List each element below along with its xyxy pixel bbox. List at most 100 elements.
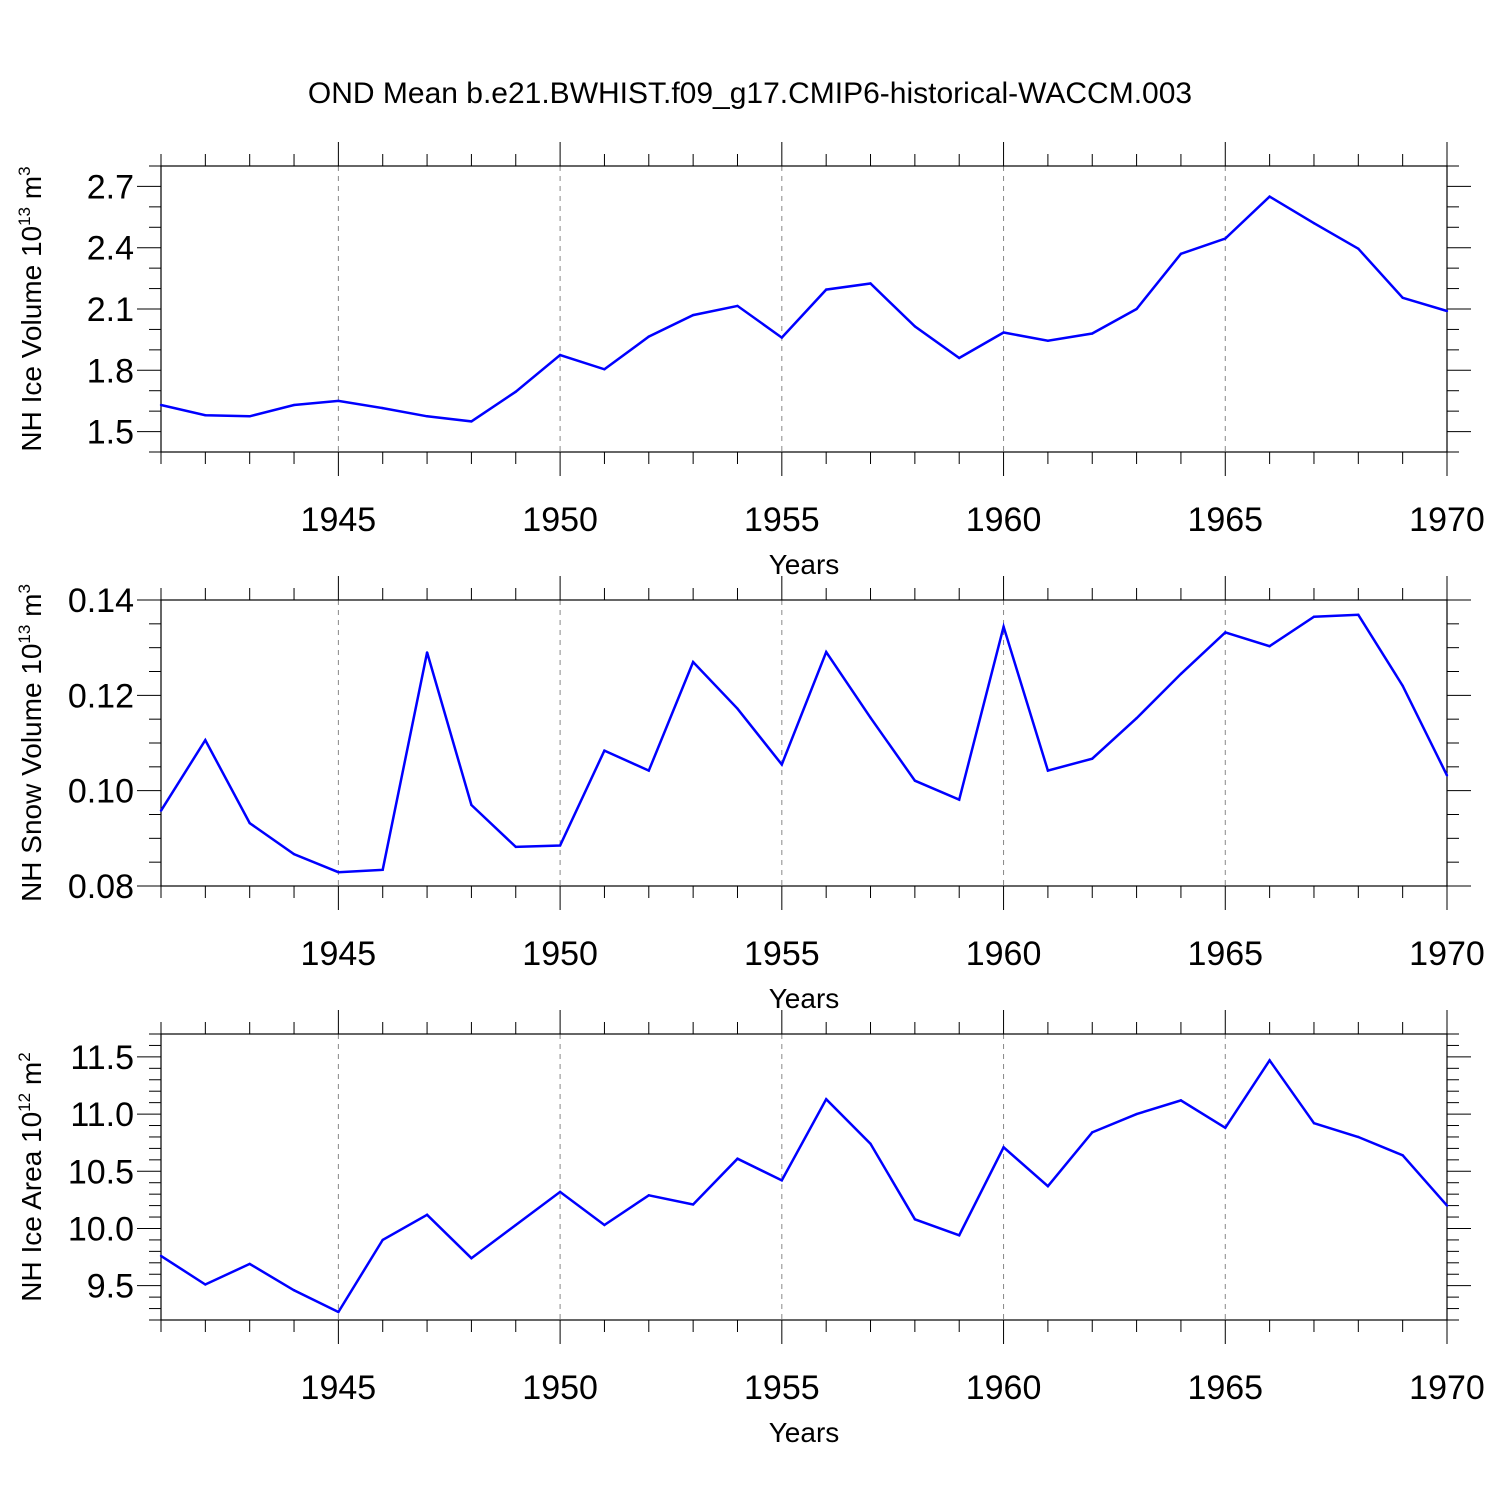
data-point [1357,247,1360,250]
x-tick-label: 1965 [1187,501,1263,539]
y-axis-label-part: m [16,176,47,207]
y-axis-label-part: 12 [15,1093,34,1112]
data-point [913,779,917,782]
data-point [603,749,606,752]
data-point [1091,332,1094,335]
y-axis-label-part: NH Ice Volume 10 [16,226,47,452]
data-point [1091,1131,1094,1134]
data-point [1401,1154,1404,1157]
y-tick-label: 2.1 [87,291,134,329]
data-point [558,844,562,847]
data-point [1401,684,1404,687]
data-point [381,1238,384,1242]
data-point [514,390,517,393]
data-point [470,420,473,423]
x-tick-label: 1970 [1409,501,1485,539]
data-point [1268,1059,1271,1062]
y-axis-label-part: 2 [15,1052,34,1061]
data-point [1268,195,1271,198]
plot-frame [160,1033,1448,1321]
data-point [381,406,384,410]
data-point [691,660,695,664]
data-point [647,769,650,772]
data-point [1135,717,1138,720]
y-axis-label: NH Ice Area 1012 m2 [15,1052,47,1301]
data-point [470,803,473,807]
x-tick-label: 1965 [1187,935,1263,973]
data-point [780,763,784,766]
data-point [292,1289,296,1292]
data-point [691,1203,695,1206]
y-tick-label: 1.5 [87,414,134,452]
panel-2: 1945 1950 1955 1960 1965 1970 0.08 0.10 0.12 0.14… [15,576,1485,1014]
data-point [603,1223,606,1227]
x-tick-label: 1945 [301,1369,377,1407]
data-point [381,868,384,871]
data-point [248,821,251,825]
data-point [736,304,739,308]
x-axis-label: Years [769,549,840,580]
data-point [204,738,207,742]
panel-1: 1945 1950 1955 1960 1965 1970 1.5 1.8 2.1 2.4 2.7 Y… [15,142,1485,580]
chart-title: OND Mean b.e21.BWHIST.f09_g17.CMIP6-hist… [308,77,1192,110]
x-tick-label: 1945 [301,501,377,539]
data-point [780,336,784,339]
data-point [1179,1099,1183,1102]
y-axis-label: NH Snow Volume 1013 m3 [15,584,47,902]
data-point [647,1194,650,1197]
y-tick-label: 10.5 [68,1153,134,1191]
data-series-line [160,1058,1448,1314]
data-point [1401,296,1404,299]
data-point [558,353,562,357]
y-axis-label-part: 3 [15,584,34,593]
data-point [869,282,872,285]
data-point [824,288,828,291]
data-point [1046,769,1050,772]
data-point [736,1157,739,1160]
y-axis-label-part: m [16,594,47,625]
x-tick-label: 1960 [966,1369,1042,1407]
y-tick-label: 11.5 [70,1039,134,1077]
y-tick-label: 0.10 [68,773,134,811]
data-point [1312,1122,1316,1125]
data-point [736,707,739,710]
data-point [1135,1112,1138,1116]
x-tick-label: 1955 [744,935,820,973]
data-point [337,870,340,874]
y-tick-label: 10.0 [68,1210,134,1248]
data-point [691,313,695,317]
data-point [425,1213,429,1216]
x-tick-label: 1955 [744,1369,820,1407]
x-tick-label: 1960 [966,935,1042,973]
data-point [1046,339,1050,342]
data-point [159,403,163,407]
data-point [1357,1135,1360,1139]
data-point [1268,645,1271,648]
x-tick-label: 1960 [966,501,1042,539]
y-tick-label: 0.08 [68,868,134,906]
data-point [1002,331,1005,334]
data-point [958,356,961,360]
y-tick-label: 0.14 [68,582,134,620]
data-point [913,325,917,328]
data-point [248,415,251,418]
data-point [514,845,517,849]
data-point [425,415,429,418]
x-axis-label: Years [769,983,840,1014]
data-point [958,798,961,801]
data-point [647,335,650,338]
data-point [292,852,296,856]
y-tick-label: 9.5 [87,1268,134,1306]
data-point [869,716,872,719]
y-tick-label: 11.0 [70,1096,134,1134]
data-point [1224,631,1227,634]
y-axis-label-part: 13 [15,625,34,644]
data-point [337,1310,340,1314]
data-point [1357,613,1360,616]
y-axis-label-part: NH Ice Area 10 [16,1112,47,1302]
panel-3: 1945 1950 1955 1960 1965 1970 9.5 10.0 10.5 11.0 1… [15,1010,1485,1448]
y-tick-label: 2.7 [87,168,134,206]
data-point [1445,1204,1449,1207]
y-axis-label: NH Ice Volume 1013 m3 [15,166,47,451]
